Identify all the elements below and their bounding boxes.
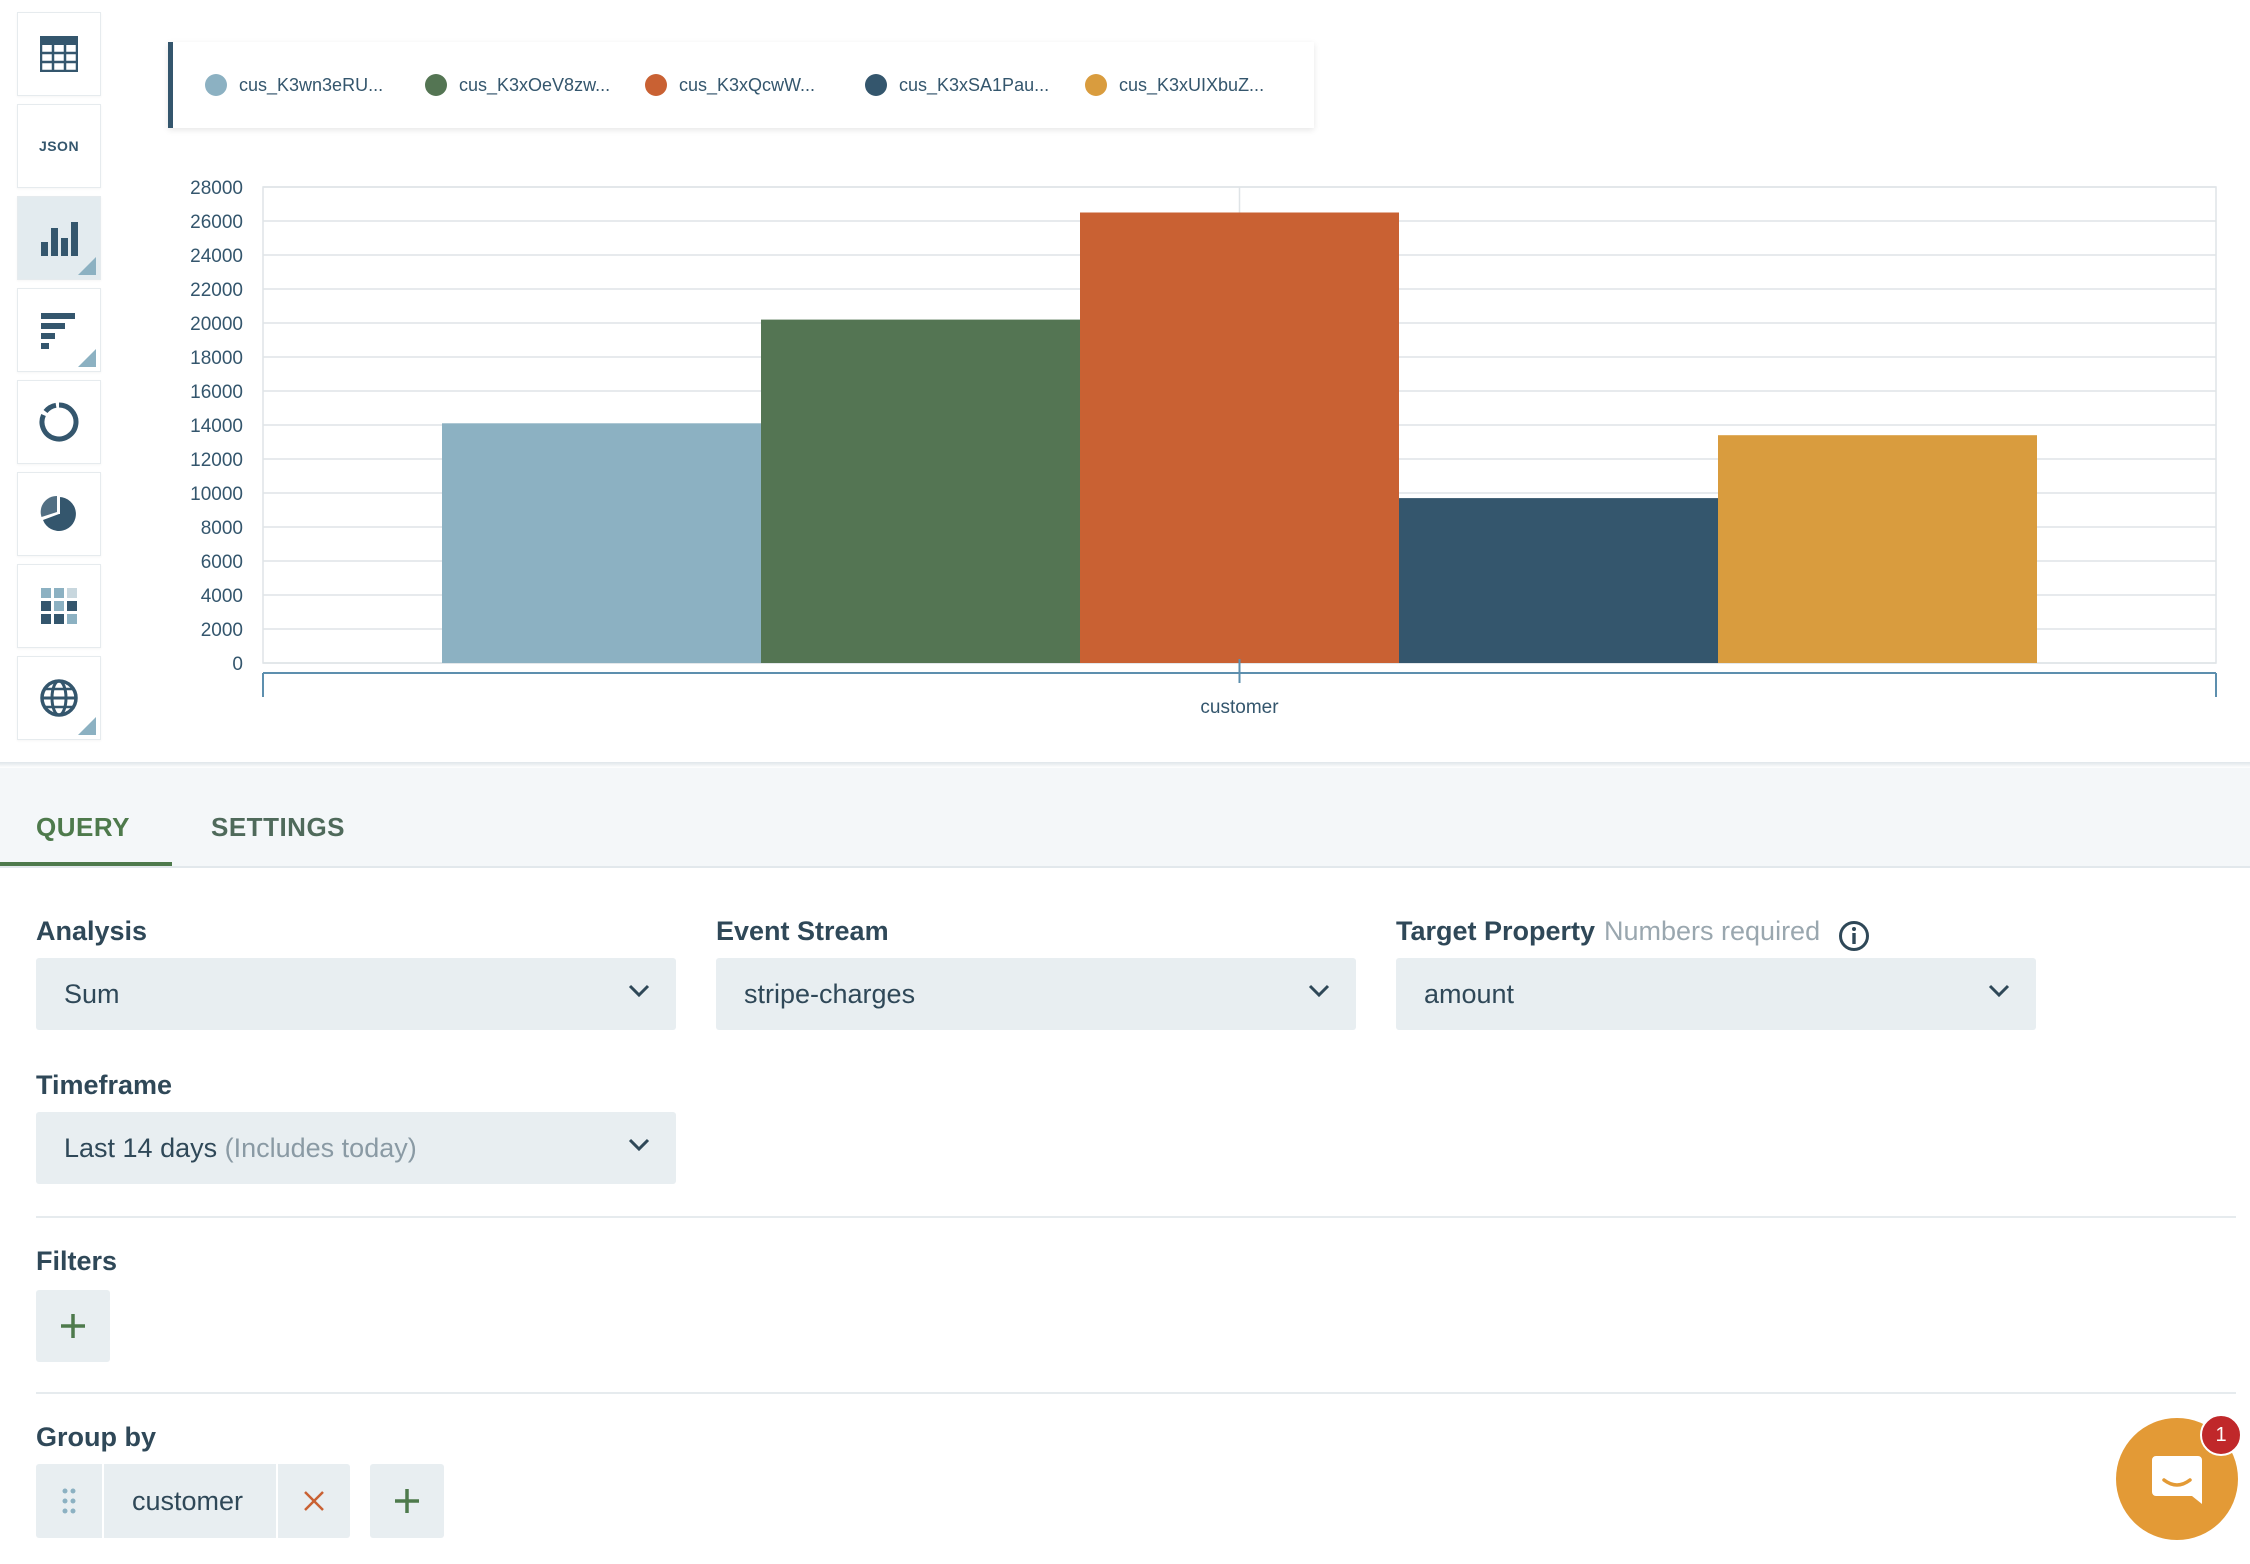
y-tick-label: 8000: [201, 518, 243, 539]
chevron-down-icon: [628, 984, 650, 998]
json-view-button[interactable]: JSON: [17, 104, 101, 188]
y-tick-label: 12000: [190, 450, 243, 471]
event-stream-label: Event Stream: [716, 916, 889, 946]
y-tick-label: 10000: [190, 484, 243, 505]
target-property-label: Target Property: [1396, 916, 1596, 946]
legend-dot-icon: [645, 74, 667, 96]
chevron-down-icon: [1308, 984, 1330, 998]
y-tick-label: 26000: [190, 212, 243, 233]
analysis-select[interactable]: Sum: [36, 958, 676, 1030]
close-icon: [304, 1491, 324, 1511]
legend-label: cus_K3xUIXbuZ...: [1119, 74, 1265, 95]
table-icon: [40, 36, 78, 72]
pie-chart-icon: [40, 495, 76, 531]
y-tick-label: 20000: [190, 314, 243, 335]
target-property-hint: Numbers required: [1604, 916, 1821, 946]
legend-label: cus_K3xSA1Pau...: [899, 74, 1050, 95]
legend-dot-icon: [425, 74, 447, 96]
bar-chart-icon: [41, 222, 78, 256]
panel-shadow: [0, 762, 2250, 768]
y-tick-label: 18000: [190, 348, 243, 369]
globe-icon: [40, 679, 78, 717]
bar: [442, 423, 761, 663]
notification-badge: 1: [2200, 1414, 2242, 1456]
legend-label: cus_K3xQcwW...: [679, 74, 816, 95]
event-stream-select[interactable]: stripe-charges: [716, 958, 1356, 1030]
heatmap-icon: [41, 588, 77, 624]
plus-icon: [395, 1489, 419, 1513]
table-view-button[interactable]: [17, 12, 101, 96]
bar-chart: 0 2000 4000 6000 8000 10000 12000 14000 16000 180…: [190, 178, 2217, 718]
legend-item[interactable]: cus_K3xSA1Pau...: [865, 74, 1085, 96]
bar: [1080, 212, 1399, 663]
tabs-bar: QUERY SETTINGS: [0, 768, 2250, 868]
options-corner-icon: [78, 257, 96, 275]
add-filter-button[interactable]: [36, 1290, 110, 1362]
plus-icon: [61, 1314, 85, 1338]
section-divider: [36, 1216, 2236, 1218]
bar: [1718, 435, 2037, 663]
legend-dot-icon: [1085, 74, 1107, 96]
timeframe-note: (Includes today): [224, 1132, 417, 1163]
horizontal-bar-chart-icon: [41, 313, 75, 349]
chat-icon: [2152, 1456, 2202, 1504]
remove-group-by-button[interactable]: [278, 1464, 350, 1538]
chevron-down-icon: [628, 1138, 650, 1152]
y-tick-label: 16000: [190, 382, 243, 403]
target-property-value: amount: [1424, 978, 1515, 1009]
filters-label: Filters: [36, 1246, 118, 1276]
y-tick-label: 14000: [190, 416, 243, 437]
legend-label: cus_K3xOeV8zw...: [459, 74, 611, 95]
legend-label: cus_K3wn3eRU...: [239, 74, 384, 95]
legend-dot-icon: [865, 74, 887, 96]
horizontal-bar-chart-button[interactable]: [17, 288, 101, 372]
chart-legend: cus_K3wn3eRU... cus_K3xOeV8zw... cus_K3x…: [168, 42, 1314, 128]
y-tick-label: 4000: [201, 586, 243, 607]
bar-chart-button[interactable]: [17, 196, 101, 280]
map-chart-button[interactable]: [17, 656, 101, 740]
group-by-value[interactable]: customer: [104, 1464, 278, 1538]
tab-query[interactable]: QUERY: [36, 812, 130, 842]
y-tick-label: 24000: [190, 246, 243, 267]
y-tick-label: 28000: [190, 178, 243, 199]
group-by-label: Group by: [36, 1422, 156, 1452]
json-icon: JSON: [38, 138, 80, 154]
y-tick-label: 0: [232, 654, 243, 675]
section-divider: [36, 1392, 2236, 1394]
analysis-value: Sum: [64, 978, 120, 1009]
options-corner-icon: [78, 717, 96, 735]
donut-chart-icon: [39, 402, 79, 442]
info-icon[interactable]: [1838, 920, 1870, 952]
target-property-select[interactable]: amount: [1396, 958, 2036, 1030]
chart-area: JSON: [0, 0, 2250, 762]
legend-item[interactable]: cus_K3xOeV8zw...: [425, 74, 645, 96]
bar: [761, 319, 1080, 663]
active-tab-indicator: [0, 862, 172, 866]
event-stream-value: stripe-charges: [744, 978, 916, 1009]
chevron-down-icon: [1988, 984, 2010, 998]
legend-item[interactable]: cus_K3xQcwW...: [645, 74, 865, 96]
bar: [1399, 498, 1718, 663]
y-tick-label: 2000: [201, 620, 243, 641]
x-category-label: customer: [1200, 697, 1279, 718]
legend-item[interactable]: cus_K3xUIXbuZ...: [1085, 74, 1305, 96]
donut-chart-button[interactable]: [17, 380, 101, 464]
y-tick-label: 22000: [190, 280, 243, 301]
drag-handle[interactable]: [36, 1464, 104, 1538]
timeframe-value: Last 14 days: [64, 1132, 218, 1163]
drag-handle-icon: [62, 1488, 76, 1514]
timeframe-label: Timeframe: [36, 1070, 173, 1100]
pie-chart-button[interactable]: [17, 472, 101, 556]
analysis-label: Analysis: [36, 916, 148, 946]
legend-item[interactable]: cus_K3wn3eRU...: [205, 74, 425, 96]
y-tick-label: 6000: [201, 552, 243, 573]
timeframe-select[interactable]: Last 14 days (Includes today): [36, 1112, 676, 1184]
legend-dot-icon: [205, 74, 227, 96]
heatmap-button[interactable]: [17, 564, 101, 648]
add-group-by-button[interactable]: [370, 1464, 444, 1538]
group-by-pill: customer: [36, 1464, 350, 1538]
tab-settings[interactable]: SETTINGS: [211, 812, 346, 842]
options-corner-icon: [78, 349, 96, 367]
